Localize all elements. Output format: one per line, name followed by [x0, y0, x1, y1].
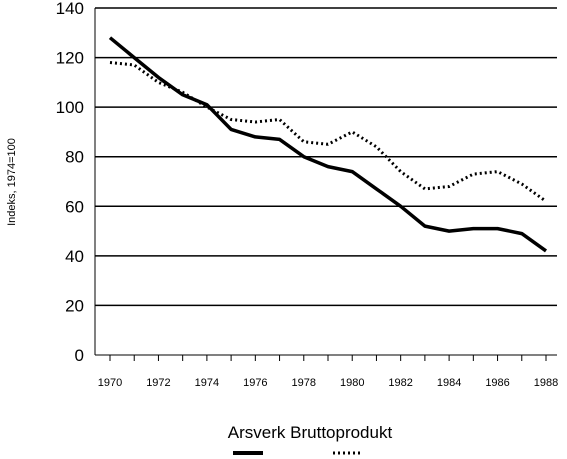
gridlines [95, 7, 557, 307]
y-tick-label: 120 [56, 49, 84, 68]
x-tick-label: 1980 [340, 377, 364, 389]
y-tick-label: 20 [65, 296, 84, 315]
y-tick-label: 60 [65, 197, 84, 216]
axes [94, 8, 557, 361]
y-tick-label: 40 [65, 247, 84, 266]
y-tick-label: 100 [56, 98, 84, 117]
y-tick-labels: 0 20 40 60 80 100 120 140 [56, 0, 84, 365]
series-line-bruttoprodukt [109, 61, 547, 203]
x-tick-label: 1988 [534, 377, 558, 389]
x-tick-label: 1976 [243, 377, 267, 389]
x-tick-labels: 1970 1972 1974 1976 1978 1980 1982 1984 1986 1988 [98, 377, 558, 389]
legend-text: Arsverk Bruttoprodukt [228, 423, 393, 442]
x-tick-label: 1970 [98, 377, 122, 389]
x-tick-label: 1982 [388, 377, 412, 389]
x-tick-label: 1974 [195, 377, 219, 389]
y-tick-label: 80 [65, 148, 84, 167]
x-tick-label: 1972 [146, 377, 170, 389]
x-tick-label: 1986 [485, 377, 509, 389]
y-axis-label: Indeks, 1974=100 [6, 138, 18, 226]
x-tick-label: 1984 [437, 377, 461, 389]
y-tick-label: 140 [56, 0, 84, 18]
series-lines [108, 36, 548, 253]
x-tick-label: 1978 [292, 377, 316, 389]
y-tick-label: 0 [75, 346, 84, 365]
series-line-arsverk [108, 36, 548, 253]
